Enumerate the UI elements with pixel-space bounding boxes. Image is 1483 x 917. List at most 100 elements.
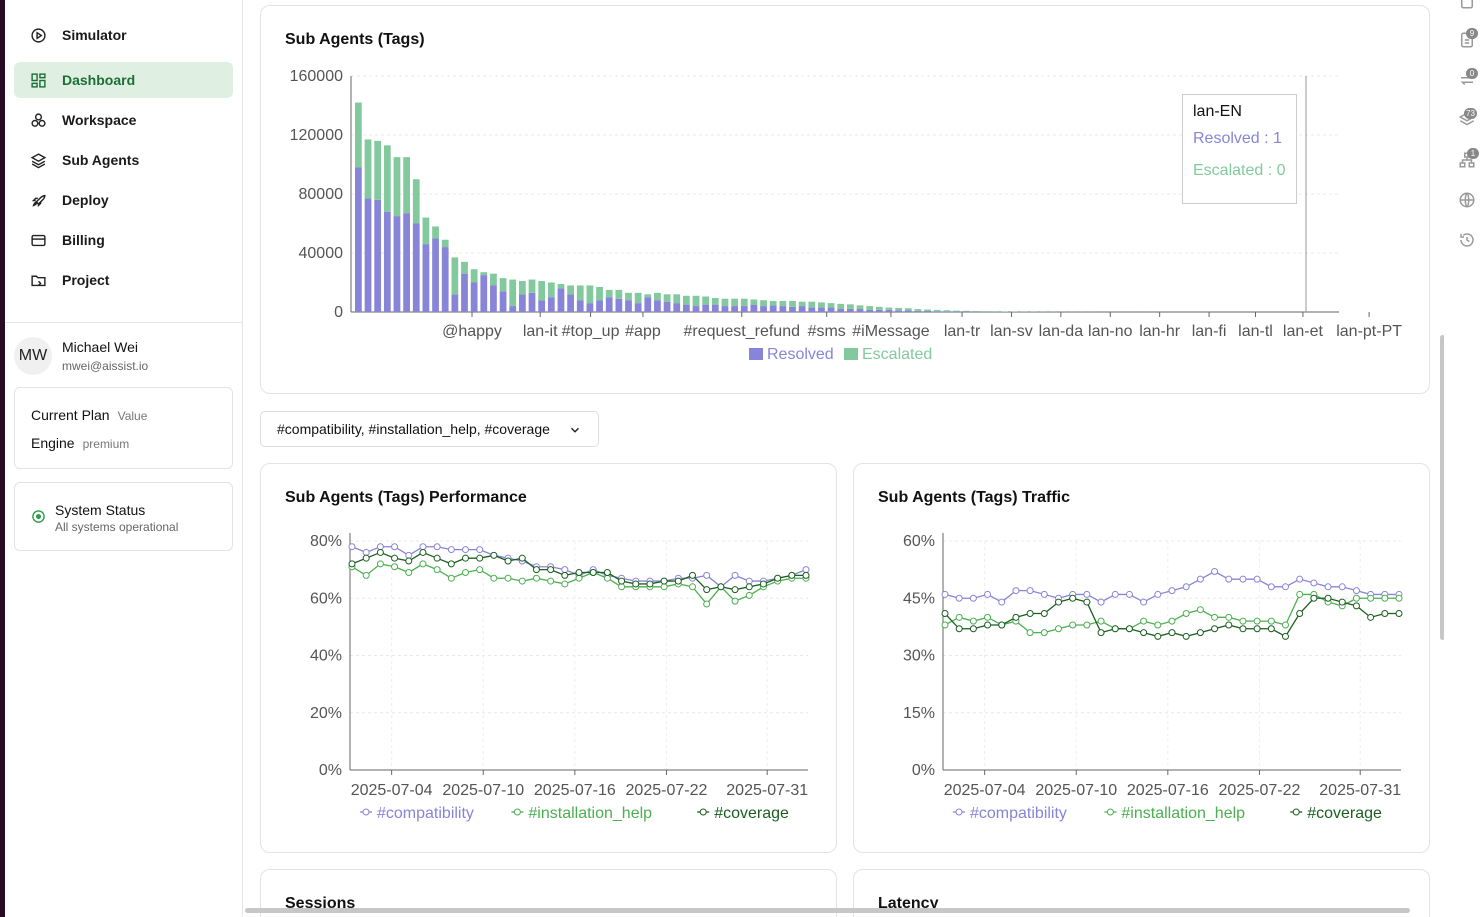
series-point (1097, 617, 1105, 625)
bar-resolved (461, 273, 468, 312)
series-point (575, 568, 583, 576)
x-tick-label: lan-hr (1139, 323, 1181, 340)
series-point (1352, 587, 1360, 595)
file-icon[interactable] (1458, 0, 1476, 10)
vertical-scrollbar[interactable] (1440, 335, 1445, 640)
bar-escalated (837, 303, 845, 310)
bar-escalated (769, 300, 777, 306)
rocket-icon (30, 192, 47, 209)
series-point (462, 546, 469, 554)
series-point (1296, 590, 1304, 598)
series-point (731, 571, 739, 579)
bar-resolved (596, 300, 603, 312)
series-point (589, 568, 597, 576)
panel-title: Sub Agents (Tags) Performance (285, 489, 527, 506)
y-tick-label: 30% (903, 648, 935, 665)
series-point (1282, 583, 1289, 591)
status-title: System Status (55, 502, 146, 518)
legend-marker (513, 808, 521, 816)
tooltip-escalated: Escalated : 0 (1193, 162, 1286, 179)
traffic-line-chart: 0% 15% 30% 45% 60% 2025-07-04 2025-07-10 2025-0… (903, 533, 1403, 822)
series-point (1282, 621, 1289, 629)
bar-resolved (760, 306, 767, 312)
legend-label: #coverage (714, 805, 789, 822)
sidebar-item-sub-agents[interactable]: Sub Agents (14, 142, 233, 178)
y-tick-label: 160000 (290, 68, 343, 85)
tag-filter-select[interactable]: #compatibility, #installation_help, #cov… (260, 411, 599, 447)
bar-resolved (808, 307, 816, 312)
legend-label: #compatibility (970, 805, 1067, 822)
play-circle-icon (30, 27, 47, 44)
sidebar-item-simulator[interactable]: Simulator (14, 17, 233, 53)
series-point (618, 577, 626, 585)
panel-title: Sub Agents (Tags) (285, 31, 425, 48)
bar-escalated (683, 295, 690, 305)
engine-row: Engine premium (31, 435, 129, 451)
bar-resolved (480, 275, 488, 312)
bar-resolved (374, 199, 382, 312)
bar-resolved (383, 211, 391, 312)
series-point (1352, 594, 1360, 602)
sidebar-item-dashboard[interactable]: Dashboard (14, 62, 233, 98)
traffic-panel: Sub Agents (Tags) Traffic 0% 15% 30% 45% 60%… (853, 463, 1430, 853)
legend-marker (699, 808, 707, 816)
sidebar-item-deploy[interactable]: Deploy (14, 182, 233, 218)
document-badge: 9 (1466, 28, 1478, 39)
series-point (447, 560, 455, 568)
sidebar-divider (5, 322, 243, 323)
bar-resolved (355, 167, 362, 312)
bar-escalated (847, 304, 854, 309)
bar-escalated (798, 301, 806, 307)
bar-escalated (654, 292, 661, 301)
series-point (689, 571, 696, 579)
bar-resolved (422, 244, 430, 312)
series-point (1381, 594, 1389, 602)
series-point (348, 560, 356, 568)
sidebar-item-workspace[interactable]: Workspace (14, 102, 233, 138)
bar-resolved (393, 216, 401, 312)
bar-escalated (982, 311, 989, 312)
bar-resolved (683, 304, 690, 312)
status-subtitle: All systems operational (55, 520, 179, 534)
bar-resolved (856, 309, 864, 312)
sidebar-item-label: Sub Agents (62, 152, 140, 168)
series-point (1055, 598, 1062, 606)
series-point (1026, 629, 1034, 637)
tag-filter-value: #compatibility, #installation_help, #cov… (277, 421, 550, 437)
bar-escalated (374, 140, 382, 200)
bar-resolved (943, 311, 951, 312)
series-point (1310, 594, 1318, 602)
avatar[interactable]: MW (14, 337, 52, 375)
series-point (703, 586, 711, 594)
series-point (504, 557, 512, 565)
bar-escalated (740, 298, 748, 307)
series-point (998, 621, 1006, 629)
bar-resolved (924, 310, 931, 312)
bar-resolved (673, 303, 681, 312)
bar-resolved (519, 294, 526, 312)
sidebar-item-billing[interactable]: Billing (14, 222, 233, 258)
series-point (1239, 617, 1247, 625)
y-tick-label: 0 (334, 304, 343, 321)
series-point (1097, 629, 1105, 637)
series-point (1310, 579, 1318, 587)
sidebar-item-project[interactable]: Project (14, 262, 233, 298)
dashboard-icon (30, 72, 47, 89)
y-tick-label: 40000 (299, 245, 344, 262)
bar-resolved (441, 247, 449, 312)
series-point (376, 543, 384, 551)
bar-resolved (866, 309, 874, 312)
series-point (561, 566, 569, 574)
sidebar-item-label: Deploy (62, 192, 109, 208)
series-point (1097, 598, 1105, 606)
x-tick-label: lan-it (523, 323, 558, 340)
bar-escalated (904, 308, 912, 311)
horizontal-scrollbar[interactable] (245, 908, 1410, 913)
history-icon[interactable] (1458, 231, 1476, 249)
main-content: Sub Agents (Tags) 0 40000 80000 120000 16000… (244, 0, 1444, 917)
series-point (1239, 625, 1247, 633)
bar-resolved (827, 307, 835, 312)
legend-marker (362, 808, 370, 816)
bar-resolved (702, 304, 710, 312)
globe-icon[interactable] (1458, 191, 1476, 209)
